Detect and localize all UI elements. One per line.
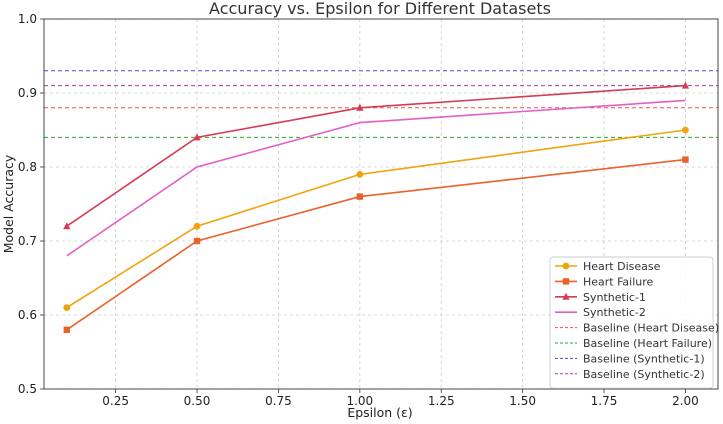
- axes: 0.25 0.50 0.75 1.00 1.25 1.50 1.75 2.00 0.5 0.6 0.…: [18, 12, 719, 408]
- series-line: [66, 129, 686, 309]
- data-point: [356, 103, 364, 111]
- chart-title: Accuracy vs. Epsilon for Different Datas…: [209, 0, 551, 18]
- baselines: [44, 70, 718, 138]
- data-point: [681, 81, 690, 89]
- legend-label: Heart Failure: [583, 275, 654, 288]
- x-tick-label: 1.25: [428, 394, 455, 408]
- legend-label: Baseline (Heart Failure): [583, 337, 712, 350]
- x-tick-label: 2.00: [672, 394, 699, 408]
- x-tick-label: 1.00: [346, 394, 373, 408]
- y-tick-label: 0.9: [18, 86, 37, 100]
- y-tick-label: 0.5: [18, 382, 37, 396]
- x-tick-label: 0.75: [265, 394, 292, 408]
- legend-label: Synthetic-2: [583, 306, 646, 319]
- data-point: [193, 222, 201, 230]
- data-point: [193, 237, 201, 245]
- data-point: [356, 171, 364, 178]
- legend-label: Baseline (Synthetic-1): [583, 352, 705, 365]
- series-line: [66, 84, 686, 227]
- x-axis-label: Epsilon (ε): [347, 405, 412, 420]
- y-tick-label: 0.7: [18, 234, 37, 248]
- legend-marker: [562, 278, 570, 285]
- y-tick-label: 0.6: [18, 308, 37, 322]
- y-tick-label: 0.8: [18, 160, 37, 174]
- legend-label: Heart Disease: [583, 260, 661, 273]
- legend-box: [549, 256, 714, 389]
- legend: Heart Disease Heart Failure Synthetic-1 Syn…: [549, 256, 719, 389]
- data-point: [63, 222, 71, 230]
- plot-frame: [43, 18, 719, 390]
- data-point: [193, 133, 201, 141]
- x-tick-label: 1.50: [509, 394, 536, 408]
- data-point: [63, 304, 71, 311]
- data-point: [682, 156, 689, 163]
- legend-label: Synthetic-1: [583, 291, 646, 304]
- x-tick-label: 0.50: [184, 394, 211, 408]
- legend-marker: [562, 262, 570, 270]
- y-tick-label: 1.0: [18, 12, 37, 26]
- data-point: [63, 326, 70, 333]
- series-lines: [63, 81, 690, 333]
- legend-marker: [562, 292, 570, 300]
- series-line: [66, 99, 686, 257]
- y-axis-label: Model Accuracy: [1, 154, 16, 253]
- x-tick-label: 0.25: [102, 394, 129, 408]
- data-point: [356, 193, 364, 200]
- legend-label: Baseline (Heart Disease): [583, 322, 719, 335]
- data-point: [682, 126, 689, 134]
- legend-label: Baseline (Synthetic-2): [583, 368, 705, 381]
- x-tick-label: 1.75: [591, 394, 618, 408]
- series-line: [66, 158, 686, 331]
